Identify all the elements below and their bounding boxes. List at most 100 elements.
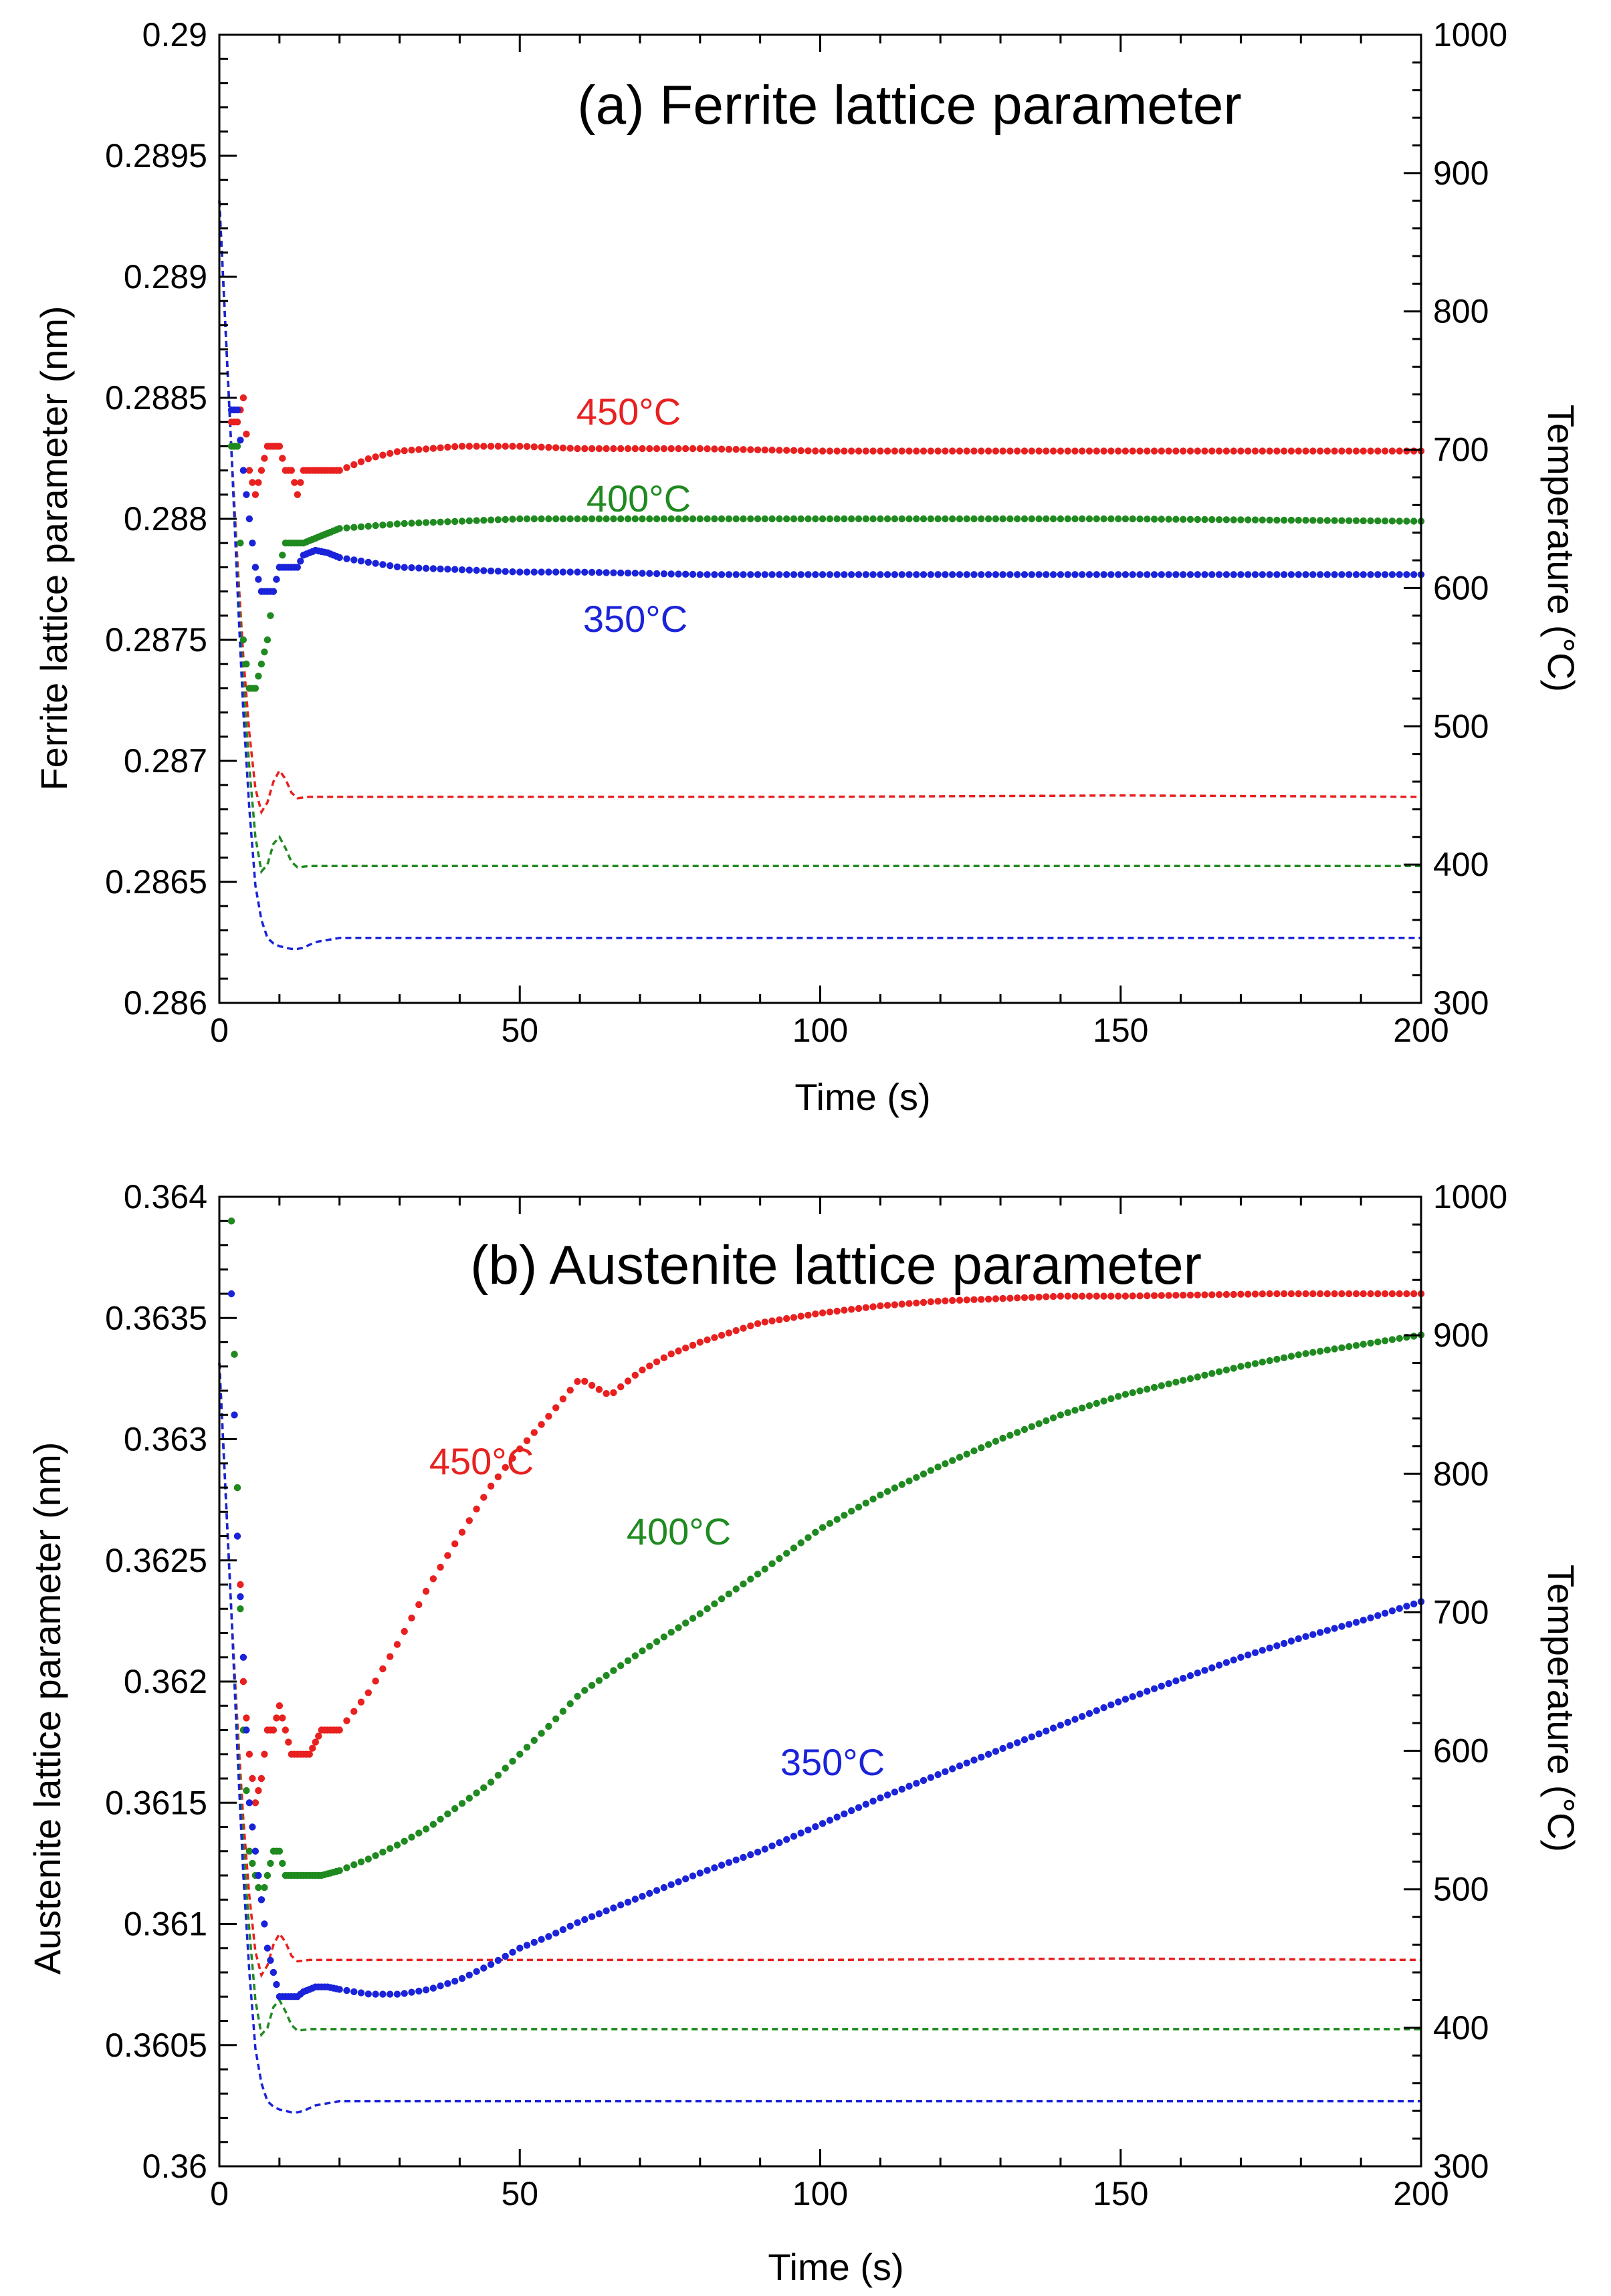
panel-b-lattice-point — [263, 1944, 272, 1952]
panel-b-lattice-point — [891, 1484, 899, 1492]
panel-a-lattice-point — [415, 519, 423, 527]
panel-a-lattice-point — [999, 571, 1006, 578]
panel-b-lattice-point — [681, 1619, 689, 1627]
panel-b-lattice-point — [595, 1677, 603, 1684]
panel-b-lattice-point — [999, 1294, 1006, 1302]
panel-b-lattice-point — [999, 1434, 1006, 1442]
panel-b-lattice-point — [927, 1298, 935, 1306]
panel-a-lattice-point — [732, 571, 740, 578]
panel-a-lattice-point — [545, 515, 552, 523]
panel-a-lattice-point — [255, 576, 262, 583]
panel-a-lattice-point — [1222, 447, 1230, 455]
panel-a-lattice-point — [1115, 447, 1122, 455]
panel-a-lattice-point — [1172, 571, 1180, 578]
panel-a-lattice-point — [711, 571, 718, 578]
panel-b-lattice-point — [646, 1889, 653, 1897]
panel-a-lattice-point — [1251, 516, 1259, 524]
panel-b-lattice-point — [1323, 1347, 1331, 1354]
panel-b-lattice-point — [408, 1614, 415, 1622]
panel-b-lattice-point — [1028, 1294, 1036, 1301]
panel-b-lattice-point — [949, 1296, 956, 1304]
panel-a-lattice-point — [415, 564, 423, 572]
panel-a-lattice-point — [949, 447, 956, 455]
panel-b-lattice-point — [646, 1643, 653, 1650]
panel-a-lattice-point — [566, 515, 574, 523]
panel-a-lattice-point — [790, 571, 798, 578]
panel-b-lattice-point — [718, 1331, 726, 1339]
panel-b-lattice-point — [315, 1732, 322, 1740]
panel-b-lattice-point — [538, 1936, 545, 1943]
panel-a-lattice-point — [797, 447, 804, 455]
panel-b-lattice-point — [675, 1347, 682, 1355]
panel-b-lattice-point — [487, 1960, 495, 1968]
panel-a-lattice-point — [1259, 516, 1267, 524]
panel-a-temperature-curve-2 — [218, 201, 1421, 951]
panel-a-lattice-point — [530, 443, 538, 451]
panel-a-lattice-point — [458, 566, 466, 574]
panel-b-lattice-point — [841, 1810, 848, 1818]
panel-a-lattice-series-0 — [227, 394, 1425, 498]
panel-a-lattice-point — [1374, 447, 1382, 455]
panel-a-lattice-point — [1014, 571, 1021, 578]
panel-b-lattice-point — [509, 1948, 516, 1956]
panel-a-lattice-point — [776, 447, 783, 454]
panel-b-lattice-point — [653, 1887, 661, 1894]
panel-a-y-tick-label: 0.2875 — [105, 621, 207, 659]
panel-a-lattice-point — [502, 568, 509, 575]
panel-a-lattice-point — [913, 515, 920, 523]
panel-b-lattice-point — [877, 1794, 884, 1802]
panel-b-lattice-point — [261, 1883, 268, 1891]
panel-a-lattice-point — [559, 444, 567, 452]
panel-a-lattice-point — [891, 447, 899, 455]
panel-b-lattice-point — [552, 1404, 560, 1411]
panel-a-lattice-point — [523, 515, 531, 523]
panel-a-lattice-point — [999, 515, 1006, 523]
panel-a-lattice-point — [927, 571, 935, 578]
panel-b-lattice-point — [1222, 1290, 1230, 1298]
panel-b-lattice-point — [1194, 1291, 1202, 1299]
panel-a-lattice-point — [245, 467, 253, 474]
panel-a-lattice-point — [877, 515, 884, 523]
panel-b-lattice-point — [660, 1633, 668, 1641]
panel-a-lattice-point — [1323, 447, 1331, 455]
panel-a-label-450: 450°C — [576, 390, 681, 433]
panel-b-lattice-point — [610, 1389, 617, 1397]
panel-a-lattice-point — [603, 569, 610, 576]
panel-b-lattice-point — [444, 1980, 451, 1987]
panel-b-lattice-point — [883, 1791, 891, 1799]
panel-b-lattice-point — [1201, 1667, 1208, 1674]
panel-b-lattice-point — [401, 1837, 408, 1845]
panel-b-lattice-point — [992, 1295, 1000, 1302]
panel-a-lattice-point — [1121, 571, 1130, 578]
panel-b-lattice-point — [494, 1771, 502, 1779]
panel-b-lattice-point — [812, 1310, 819, 1318]
panel-a-lattice-point — [357, 523, 365, 531]
panel-b-lattice-point — [379, 1848, 387, 1856]
panel-a-lattice-point — [855, 515, 863, 523]
panel-b-lattice-point — [545, 1933, 552, 1940]
panel-b-lattice-point — [429, 1821, 437, 1828]
panel-a-lattice-point — [581, 515, 588, 523]
panel-a-lattice-point — [934, 571, 942, 578]
panel-a-lattice-point — [883, 515, 891, 523]
panel-b-y-tick-label: 0.3615 — [105, 1784, 207, 1821]
panel-a-lattice-point — [408, 564, 415, 572]
panel-b-lattice-point — [675, 1624, 682, 1631]
panel-b-lattice-point — [1115, 1292, 1122, 1300]
panel-b-lattice-point — [624, 1377, 632, 1385]
panel-a-lattice-point — [992, 515, 1000, 523]
panel-a-lattice-point — [1323, 517, 1331, 524]
panel-b-lattice-point — [276, 1847, 284, 1855]
panel-a-lattice-point — [559, 568, 567, 576]
panel-a-lattice-point — [251, 491, 259, 498]
panel-a-lattice-point — [581, 445, 588, 453]
panel-a-lattice-point — [660, 445, 668, 453]
panel-b-lattice-point — [237, 1581, 244, 1589]
panel-a-lattice-point — [725, 515, 733, 523]
panel-b-lattice-point — [401, 1627, 408, 1635]
panel-b-lattice-point — [387, 1990, 394, 1998]
panel-b-lattice-point — [675, 1878, 682, 1885]
panel-b-lattice-point — [934, 1771, 942, 1778]
panel-b-lattice-point — [1057, 1292, 1065, 1300]
panel-a-lattice-point — [1136, 571, 1144, 578]
